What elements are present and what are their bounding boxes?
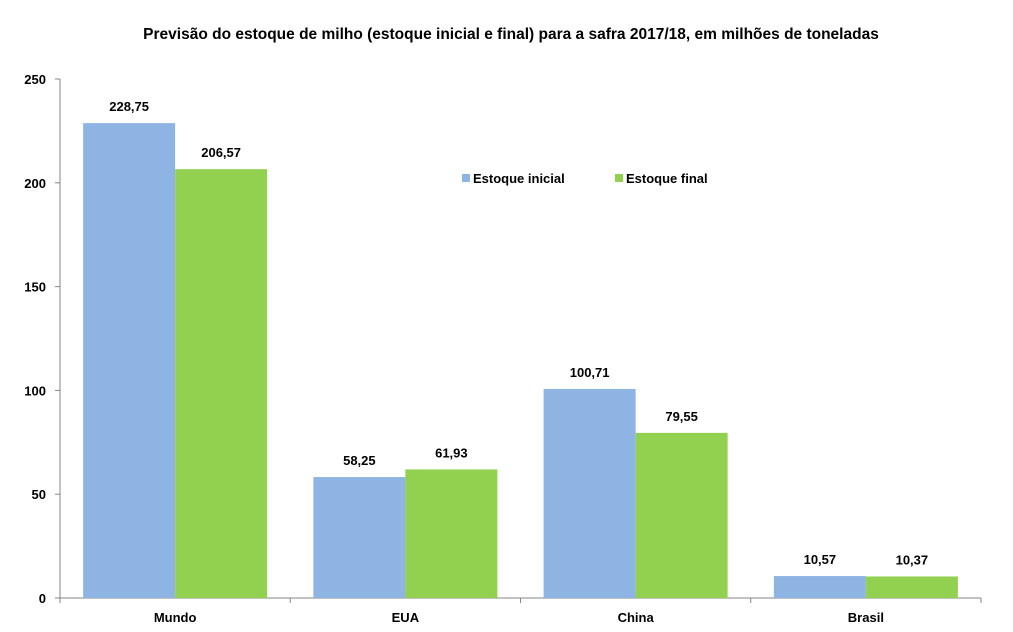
bar-estoque-inicial (773, 576, 866, 598)
data-label: 206,57 (201, 145, 241, 160)
data-label: 58,25 (343, 453, 376, 468)
bar-estoque-final (175, 169, 268, 598)
y-tick-label: 250 (24, 72, 46, 87)
y-tick-label: 50 (32, 487, 46, 502)
x-category-label: Mundo (154, 610, 197, 625)
x-category-label: China (618, 610, 655, 625)
data-label: 10,37 (896, 552, 929, 567)
legend-label: Estoque final (626, 171, 708, 186)
bars (83, 123, 958, 599)
data-label: 228,75 (109, 99, 149, 114)
legend: Estoque inicial Estoque final (462, 171, 708, 186)
legend-swatch (462, 174, 470, 182)
x-category-label: Brasil (848, 610, 884, 625)
bar-estoque-final (405, 469, 498, 598)
axes: 0 50 100 150 200 250 Mundo EUA China Brasil (24, 72, 982, 625)
data-label: 10,57 (804, 552, 837, 567)
x-category-label: EUA (392, 610, 420, 625)
y-tick-label: 100 (24, 383, 46, 398)
data-labels: 228,75 206,57 58,25 61,93 100,71 79,55 10,57 10… (109, 99, 928, 567)
y-tick-label: 0 (39, 591, 46, 606)
bar-estoque-inicial (543, 388, 636, 598)
y-tick-label: 150 (24, 280, 46, 295)
legend-label: Estoque inicial (473, 171, 565, 186)
data-label: 100,71 (570, 365, 610, 380)
chart-title: Previsão do estoque de milho (estoque in… (143, 26, 879, 43)
bar-estoque-inicial (83, 123, 176, 599)
y-tick-label: 200 (24, 176, 46, 191)
bar-estoque-inicial (313, 477, 406, 598)
data-label: 61,93 (435, 445, 468, 460)
bar-estoque-final (865, 576, 958, 598)
bar-estoque-final (635, 432, 728, 598)
legend-swatch (615, 174, 623, 182)
data-label: 79,55 (665, 409, 698, 424)
